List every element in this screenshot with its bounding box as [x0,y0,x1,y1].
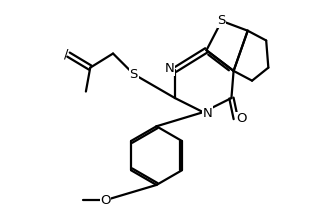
Text: O: O [100,194,111,207]
Text: S: S [129,68,138,81]
Text: /: / [64,47,68,60]
Text: O: O [236,112,246,125]
Text: S: S [217,15,226,28]
Text: N: N [203,107,213,120]
Text: N: N [165,62,174,75]
